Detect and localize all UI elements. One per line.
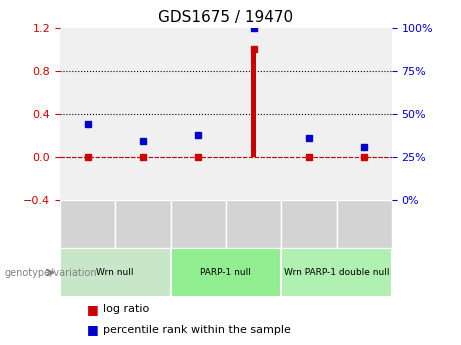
Text: ■: ■ — [87, 323, 98, 336]
Text: log ratio: log ratio — [103, 304, 149, 314]
Text: genotype/variation: genotype/variation — [5, 268, 97, 277]
Text: Wrn null: Wrn null — [96, 268, 134, 277]
FancyBboxPatch shape — [171, 200, 226, 248]
FancyBboxPatch shape — [281, 248, 392, 297]
FancyBboxPatch shape — [281, 200, 337, 248]
Text: percentile rank within the sample: percentile rank within the sample — [103, 325, 291, 335]
FancyBboxPatch shape — [60, 248, 171, 297]
Bar — [251, 49, 256, 157]
FancyBboxPatch shape — [60, 200, 115, 248]
FancyBboxPatch shape — [226, 200, 281, 248]
FancyBboxPatch shape — [115, 200, 171, 248]
Title: GDS1675 / 19470: GDS1675 / 19470 — [158, 10, 294, 25]
Text: ■: ■ — [87, 303, 98, 316]
FancyBboxPatch shape — [171, 248, 281, 297]
Text: Wrn PARP-1 double null: Wrn PARP-1 double null — [284, 268, 389, 277]
FancyBboxPatch shape — [337, 200, 392, 248]
Text: PARP-1 null: PARP-1 null — [201, 268, 251, 277]
